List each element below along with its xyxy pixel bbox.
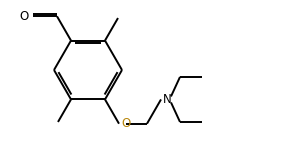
Text: N: N [163, 93, 171, 106]
Text: O: O [20, 10, 29, 23]
Text: O: O [121, 117, 130, 130]
